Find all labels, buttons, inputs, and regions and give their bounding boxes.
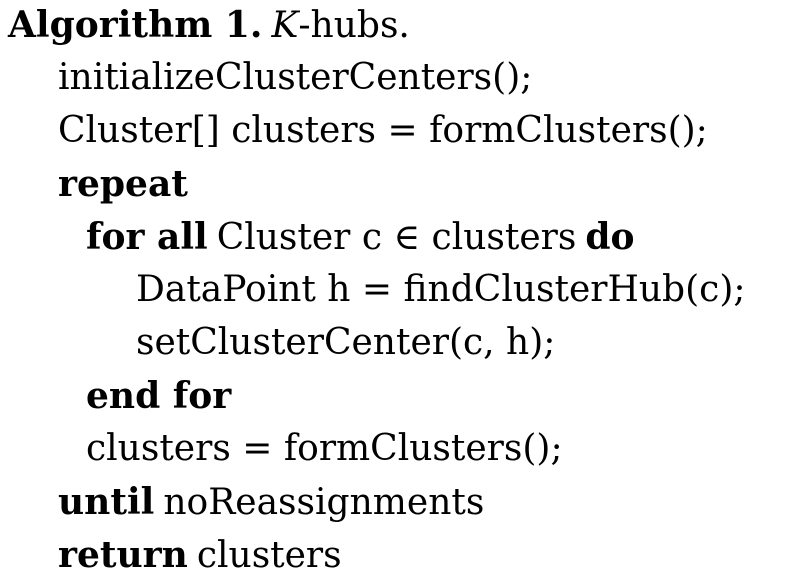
keyword-end-for: end for xyxy=(86,375,232,417)
keyword-do: do xyxy=(585,216,635,258)
code-line-4: for all Cluster c ∈ clusters do xyxy=(86,212,635,262)
code-line-5: DataPoint h = findClusterHub(c); xyxy=(136,265,746,315)
code-line-10: return clusters xyxy=(58,530,342,580)
code-line-6-text: setClusterCenter(c, h); xyxy=(136,322,556,363)
code-line-8-text: clusters = formClusters(); xyxy=(86,428,563,469)
code-line-2: Cluster[] clusters = formClusters(); xyxy=(58,106,708,156)
code-line-9-text: noReassignments xyxy=(163,482,485,523)
code-line-8: clusters = formClusters(); xyxy=(86,424,563,474)
algorithm-name-rest: -hubs. xyxy=(298,5,410,46)
code-line-10-text: clusters xyxy=(196,535,342,576)
algorithm-name-italic: K xyxy=(271,5,299,46)
algorithm-block: Algorithm 1. K-hubs. initializeClusterCen… xyxy=(8,0,800,580)
code-line-1: initializeClusterCenters(); xyxy=(58,53,532,103)
code-line-3: repeat xyxy=(58,159,188,209)
code-line-5-text: DataPoint h = findClusterHub(c); xyxy=(136,269,746,310)
keyword-repeat: repeat xyxy=(58,163,188,205)
keyword-until: until xyxy=(58,481,155,523)
code-line-4-text: Cluster c ∈ clusters xyxy=(216,217,577,258)
code-line-9: until noReassignments xyxy=(58,477,484,527)
keyword-return: return xyxy=(58,534,188,576)
algorithm-title: Algorithm 1. K-hubs. xyxy=(8,0,410,50)
code-line-2-text: Cluster[] clusters = formClusters(); xyxy=(58,110,708,151)
keyword-for-all: for all xyxy=(86,216,208,258)
code-line-7: end for xyxy=(86,371,231,421)
algorithm-label: Algorithm 1. xyxy=(8,4,263,46)
code-line-6: setClusterCenter(c, h); xyxy=(136,318,555,368)
code-line-1-text: initializeClusterCenters(); xyxy=(58,57,533,98)
